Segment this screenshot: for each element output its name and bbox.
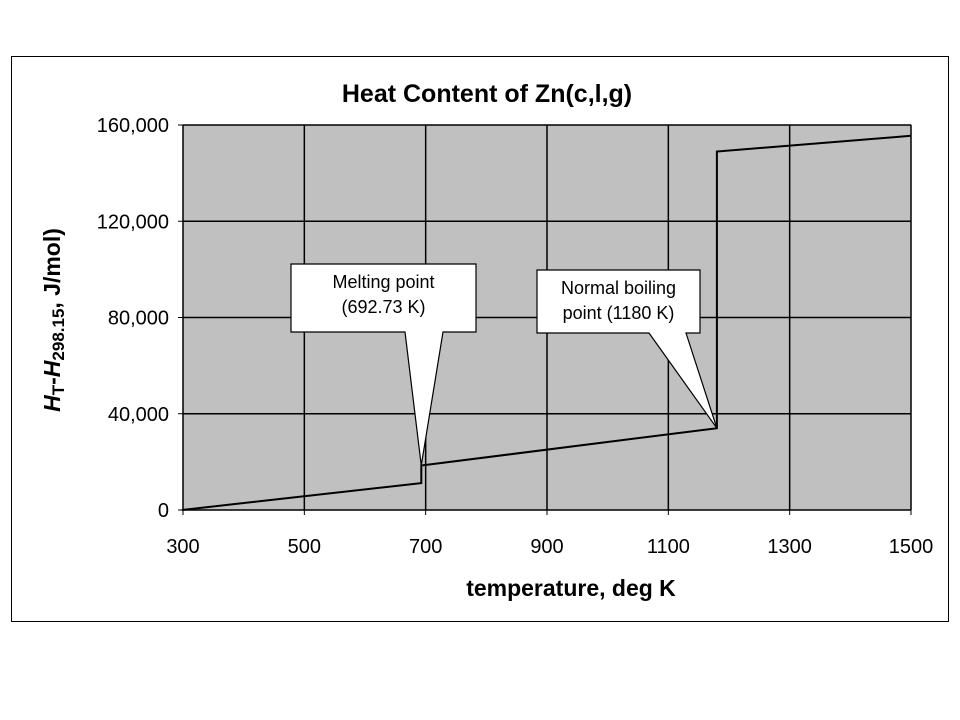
annotation-callout: Normal boiling point (1180 K): [536, 269, 718, 429]
series-line: [181, 134, 912, 511]
x-tick-label: 700: [409, 536, 442, 558]
callout-text: Normal boiling: [561, 278, 676, 298]
y-tick-label: 40,000: [108, 404, 169, 426]
y-axis-ticks: 0 40,000 80,000 120,000 160,000: [97, 115, 184, 522]
y-label-h1: H: [39, 395, 65, 412]
callout-text: point (1180 K): [563, 303, 675, 323]
callout-text: Melting point: [332, 272, 434, 292]
x-axis-ticks: 300 500 700 900 1100 1300 1500: [166, 509, 934, 558]
y-label-dash: -: [39, 377, 65, 385]
y-label-h2: H: [39, 360, 65, 377]
y-tick-label: 0: [158, 500, 169, 522]
y-label-sub1: T: [49, 384, 68, 395]
y-label-sub2: 298.15: [49, 309, 68, 361]
y-tick-label: 160,000: [97, 115, 169, 137]
x-axis-label: temperature, deg K: [466, 575, 676, 601]
x-tick-label: 300: [166, 536, 199, 558]
callout-box: [290, 263, 477, 466]
y-axis-label: HT-H298.15, J/mol): [39, 228, 68, 412]
x-tick-label: 500: [288, 536, 321, 558]
y-label-unit: , J/mol): [39, 228, 65, 309]
annotations: Melting point (692.73 K) Normal boiling poi…: [290, 263, 718, 466]
callout-text: (692.73 K): [341, 297, 425, 317]
x-tick-label: 900: [530, 536, 563, 558]
series-layer: [181, 134, 912, 511]
x-tick-label: 1500: [889, 536, 934, 558]
y-tick-label: 80,000: [108, 308, 169, 330]
y-tick-label: 120,000: [97, 211, 169, 233]
chart-title: Heat Content of Zn(c,l,g): [342, 80, 632, 108]
x-tick-label: 1100: [647, 536, 690, 558]
x-tick-label: 1300: [767, 536, 812, 558]
callout-box: [536, 269, 718, 429]
annotation-callout: Melting point (692.73 K): [290, 263, 477, 466]
